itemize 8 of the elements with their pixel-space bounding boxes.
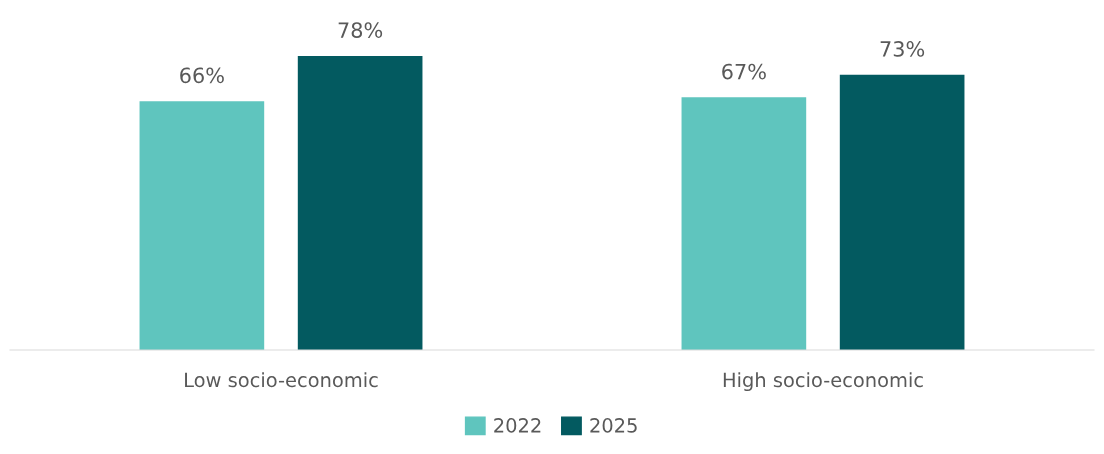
x-tick-label: Low socio-economic <box>185 372 378 388</box>
legend-label: 2022 <box>494 418 541 433</box>
data-label: 73% <box>880 41 925 57</box>
legend-label: 2025 <box>590 418 637 433</box>
data-label: 78% <box>338 22 383 38</box>
x-tick-label: High socio-economic <box>723 372 923 392</box>
data-label: 66% <box>180 67 224 84</box>
data-label: 67% <box>722 63 766 80</box>
